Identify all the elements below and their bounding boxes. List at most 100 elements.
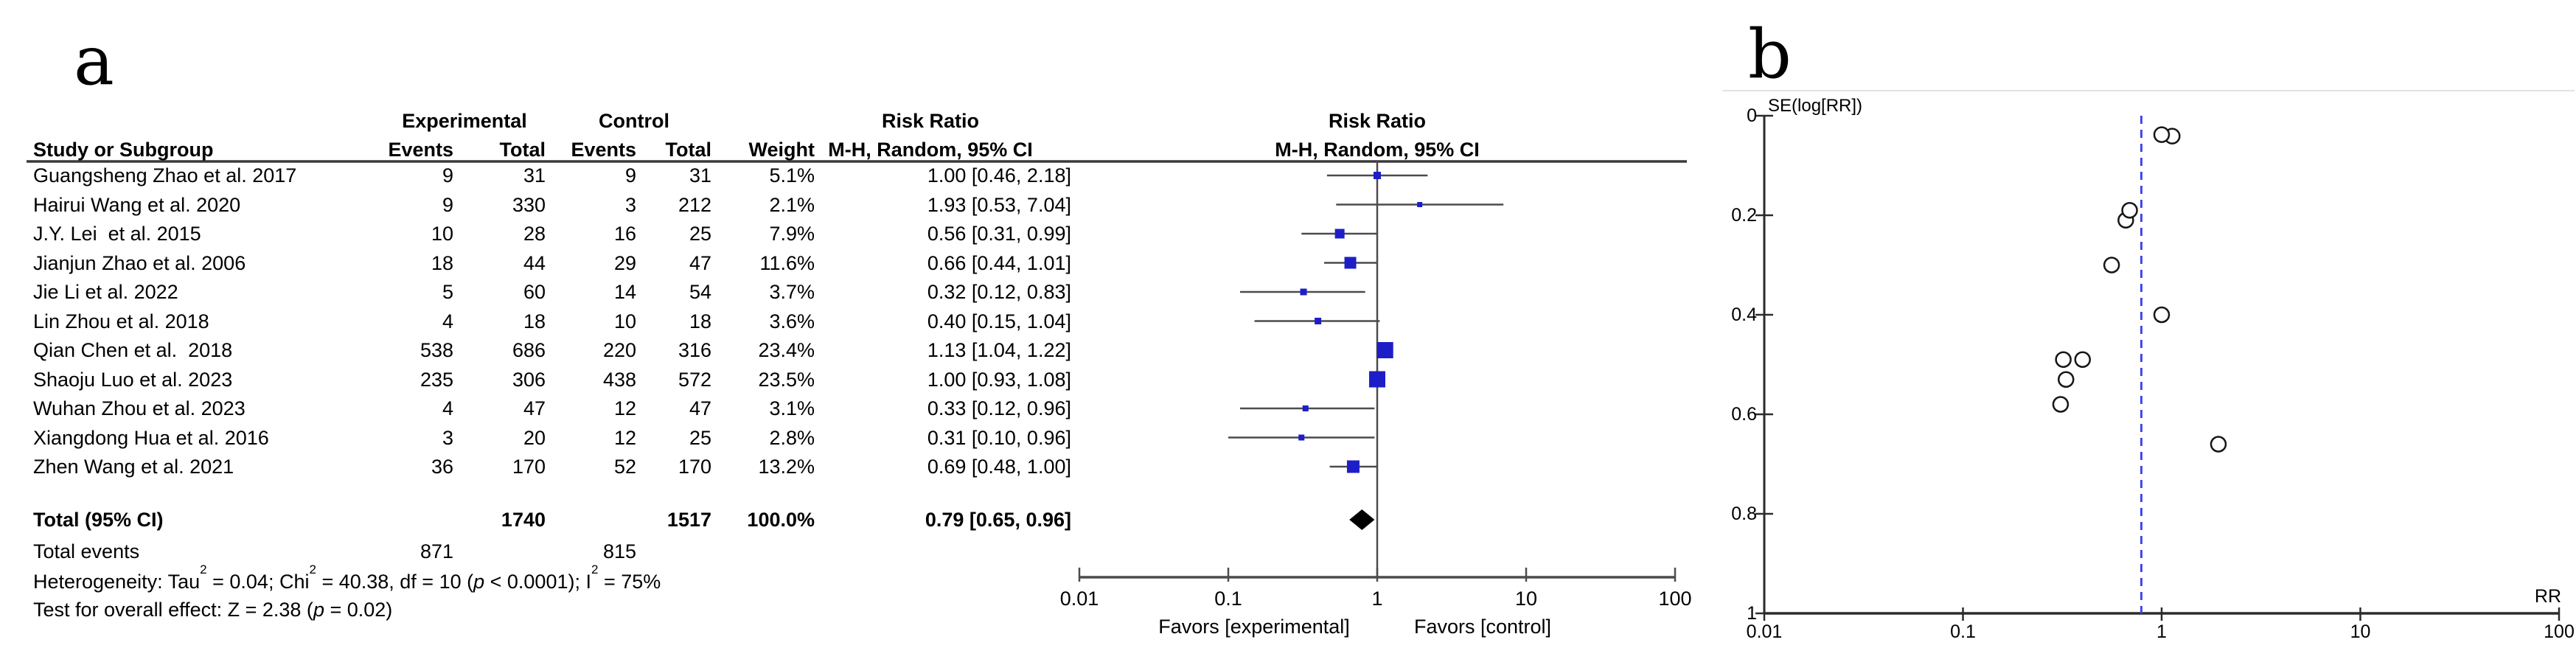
cell-value: 5.1% (769, 164, 815, 187)
cell-value: 44 (523, 251, 546, 274)
funnel-study-point (2055, 351, 2072, 368)
cell-value: 572 (678, 368, 711, 391)
header-exp-total: Total (499, 139, 546, 161)
cell-value: 60 (523, 281, 546, 303)
cell-value: 18 (431, 251, 453, 274)
header-ctl-total: Total (665, 139, 712, 161)
total-events-exp: 871 (420, 540, 453, 562)
weight-square (1298, 434, 1305, 441)
cell-value: 2.1% (769, 193, 815, 216)
header-experimental-group: Experimental (402, 110, 527, 132)
cell-value: 11.6% (759, 251, 815, 274)
funnel-x-axis-title: RR (2534, 586, 2561, 607)
forest-tick-label: 0.1 (1214, 588, 1242, 610)
cell-value: 3.1% (769, 397, 815, 419)
cell-value: 28 (523, 223, 546, 245)
study-name: Shaoju Luo et al. 2023 (33, 368, 233, 391)
cell-value: 0.33 [0.12, 0.96] (927, 397, 1071, 419)
funnel-y-tick-label: 0.2 (1731, 205, 1757, 226)
cell-value: 0.69 [0.48, 1.00] (927, 456, 1071, 478)
cell-value: 9 (624, 164, 636, 187)
funnel-x-tick-label: 1 (2156, 621, 2167, 642)
cell-value: 12 (613, 397, 636, 419)
funnel-study-point (2074, 351, 2092, 368)
cell-value: 18 (523, 310, 546, 332)
study-name: J.Y. Lei et al. 2015 (33, 223, 201, 245)
het-t5: = 75% (598, 571, 661, 593)
cell-value: 0.32 [0.12, 0.83] (927, 281, 1071, 303)
cell-value: 23.5% (758, 368, 815, 391)
het-sup3: 2 (591, 562, 599, 576)
weight-square (1344, 257, 1357, 269)
panel-b-label: b (1748, 15, 1792, 94)
overall-t1: Test for overall effect: Z = 2.38 ( (33, 599, 313, 621)
pooled-diamond (1349, 509, 1375, 530)
funnel-y-tick-label: 0.8 (1731, 504, 1757, 524)
cell-value: 7.9% (769, 223, 815, 245)
funnel-study-point (2153, 306, 2171, 324)
weight-square (1374, 172, 1381, 179)
weight-square (1417, 202, 1423, 207)
header-mh-random-graph: M-H, Random, 95% CI (1275, 139, 1480, 161)
study-name: Guangsheng Zhao et al. 2017 (33, 164, 297, 187)
het-sup1: 2 (200, 562, 207, 576)
cell-value: 47 (689, 397, 711, 419)
study-name: Lin Zhou et al. 2018 (33, 310, 209, 332)
cell-value: 31 (689, 164, 711, 187)
weight-square (1315, 318, 1322, 324)
cell-value: 438 (602, 368, 636, 391)
total-ci: 0.79 [0.65, 0.96] (925, 509, 1071, 531)
cell-value: 5 (442, 281, 453, 303)
funnel-study-point (2210, 436, 2227, 453)
funnel-x-tick-label: 0.1 (1950, 621, 1976, 642)
study-name: Qian Chen et al. 2018 (33, 339, 233, 361)
het-sup2: 2 (309, 562, 316, 576)
het-t1: Heterogeneity: Tau (33, 571, 201, 593)
cell-value: 13.2% (758, 456, 815, 478)
total-events-ctl: 815 (602, 540, 636, 562)
cell-value: 18 (689, 310, 711, 332)
cell-value: 54 (689, 281, 711, 303)
cell-value: 3.6% (769, 310, 815, 332)
cell-value: 12 (613, 426, 636, 449)
cell-value: 316 (678, 339, 711, 361)
funnel-y-tick-label: 0 (1747, 105, 1757, 126)
cell-value: 25 (689, 223, 711, 245)
weight-square (1334, 229, 1345, 239)
total-row-label: Total (95% CI) (33, 509, 164, 531)
cell-value: 20 (523, 426, 546, 449)
study-name: Zhen Wang et al. 2021 (33, 456, 234, 478)
header-risk-ratio-column: Risk Ratio (881, 110, 980, 132)
cell-value: 3.7% (769, 281, 815, 303)
panel-a-label: a (74, 21, 114, 100)
cell-value: 330 (512, 193, 546, 216)
cell-value: 220 (602, 339, 636, 361)
cell-value: 25 (689, 426, 711, 449)
cell-value: 0.56 [0.31, 0.99] (927, 223, 1071, 245)
header-control-group: Control (599, 110, 669, 132)
cell-value: 1.13 [1.04, 1.22] (927, 339, 1071, 361)
total-ctl-total: 1517 (666, 509, 711, 531)
study-name: Hairui Wang et al. 2020 (33, 193, 241, 216)
weight-square (1376, 342, 1393, 358)
cell-value: 170 (678, 456, 711, 478)
cell-value: 3 (624, 193, 636, 216)
funnel-study-point (2153, 126, 2171, 143)
cell-value: 2.8% (769, 426, 815, 449)
cell-value: 686 (512, 339, 546, 361)
cell-value: 0.40 [0.15, 1.04] (927, 310, 1071, 332)
cell-value: 235 (420, 368, 453, 391)
funnel-x-tick-label: 100 (2544, 621, 2575, 642)
header-mh-random-column: M-H, Random, 95% CI (828, 139, 1033, 161)
funnel-study-point (2121, 202, 2138, 219)
cell-value: 538 (420, 339, 453, 361)
het-t2: = 0.04; Chi (206, 571, 310, 593)
header-risk-ratio-graph: Risk Ratio (1328, 110, 1427, 132)
cell-value: 4 (442, 310, 453, 332)
overall-p-italic: p (313, 599, 324, 621)
cell-value: 47 (523, 397, 546, 419)
cell-value: 4 (442, 397, 453, 419)
funnel-y-tick-label: 1 (1747, 603, 1757, 624)
study-name: Jie Li et al. 2022 (33, 281, 178, 303)
